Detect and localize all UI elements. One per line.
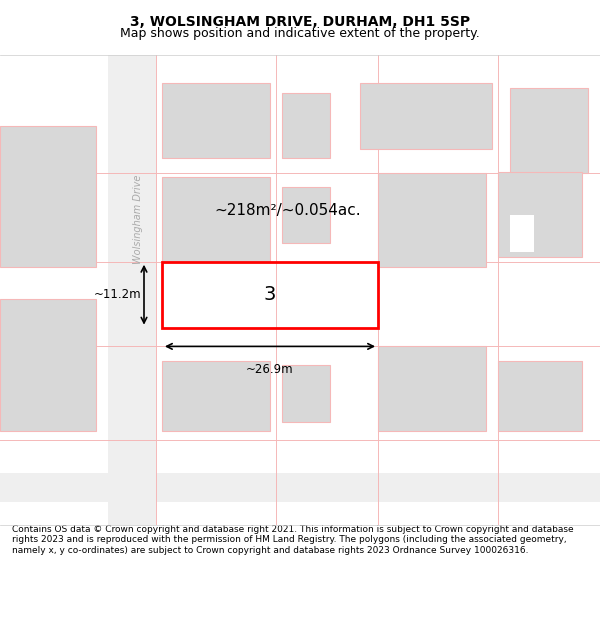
Bar [498, 173, 582, 257]
Bar [0, 299, 96, 431]
Bar [162, 177, 270, 262]
Text: Contains OS data © Crown copyright and database right 2021. This information is : Contains OS data © Crown copyright and d… [12, 525, 574, 555]
Text: Wolsingham Drive: Wolsingham Drive [133, 175, 143, 264]
Text: ~11.2m: ~11.2m [94, 288, 141, 301]
Bar [162, 361, 270, 431]
Bar [498, 361, 582, 431]
Bar [282, 92, 330, 158]
Text: ~218m²/~0.054ac.: ~218m²/~0.054ac. [215, 202, 361, 217]
Bar [378, 173, 486, 266]
Bar [162, 83, 270, 158]
Bar [510, 215, 534, 252]
Bar [0, 126, 96, 266]
Bar [378, 346, 486, 431]
Bar [0, 473, 600, 501]
Bar [360, 83, 492, 149]
Text: Map shows position and indicative extent of the property.: Map shows position and indicative extent… [120, 27, 480, 39]
Bar [282, 365, 330, 422]
Bar [510, 88, 588, 172]
Bar [282, 187, 330, 243]
Text: 3: 3 [264, 285, 276, 304]
Text: 3, WOLSINGHAM DRIVE, DURHAM, DH1 5SP: 3, WOLSINGHAM DRIVE, DURHAM, DH1 5SP [130, 16, 470, 29]
Bar [162, 262, 378, 328]
Bar [108, 55, 156, 525]
Text: ~26.9m: ~26.9m [246, 363, 294, 376]
